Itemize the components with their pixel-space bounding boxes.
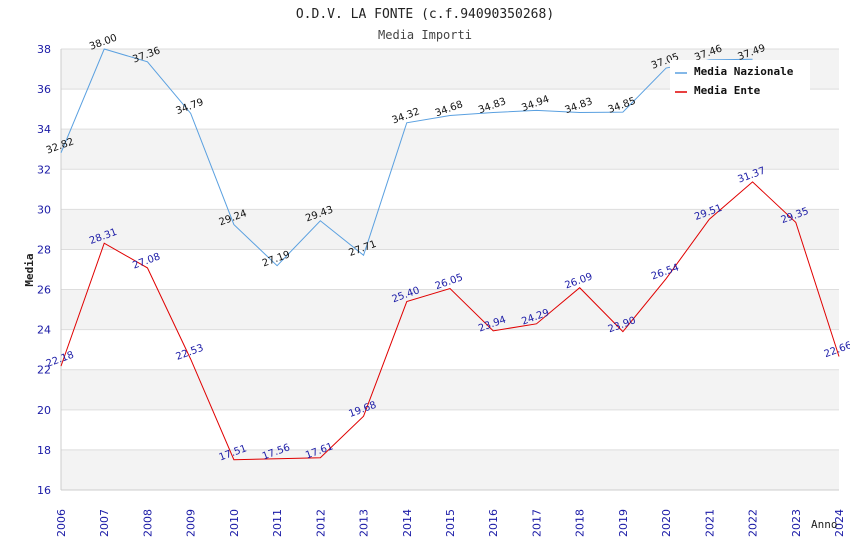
x-tick-label: 2021 [703,509,716,537]
y-axis-ticks: 16 18 20 22 24 26 28 30 32 34 36 38 [37,43,51,497]
legend-background [670,60,810,100]
x-tick-label: 2023 [790,509,803,537]
plot-band [61,329,839,370]
x-axis-label: Anno [811,518,838,531]
y-tick-label: 16 [37,484,51,497]
x-tick-label: 2010 [228,509,241,537]
plot-band [61,449,839,490]
chart-subtitle: Media Importi [378,28,472,42]
plot-background-bands [61,49,839,490]
y-tick-label: 30 [37,203,51,216]
y-tick-label: 28 [37,243,51,256]
y-axis-label: Media [23,253,36,286]
x-tick-label: 2022 [747,509,760,537]
x-tick-label: 2014 [401,509,414,537]
x-axis-ticks: 2006 2007 2008 2009 2010 2011 2012 2013 2014 2015… [55,509,846,537]
x-tick-label: 2024 [833,509,846,537]
x-tick-label: 2017 [530,509,543,537]
x-tick-label: 2015 [444,509,457,537]
x-tick-label: 2008 [141,509,154,537]
y-tick-label: 32 [37,163,51,176]
y-tick-label: 24 [37,324,51,337]
y-tick-label: 20 [37,404,51,417]
plot-band [61,129,839,170]
y-tick-label: 34 [37,123,51,136]
plot-band [61,409,839,450]
y-tick-label: 22 [37,364,51,377]
chart-title: O.D.V. LA FONTE (c.f.94090350268) [296,7,554,22]
legend: Media Nazionale Media Ente [670,60,810,100]
y-tick-label: 26 [37,284,51,297]
legend-label-nazionale: Media Nazionale [694,65,794,78]
x-tick-label: 2018 [574,509,587,537]
axes [60,49,839,491]
x-tick-label: 2016 [487,509,500,537]
plot-band [61,249,839,290]
y-tick-label: 36 [37,83,51,96]
y-tick-label: 18 [37,444,51,457]
x-tick-label: 2011 [271,509,284,537]
legend-label-ente: Media Ente [694,84,761,97]
plot-band [61,369,839,410]
x-tick-label: 2006 [55,509,68,537]
plot-band [61,289,839,330]
series-line-ente [60,181,840,461]
plot-band [61,209,839,250]
x-tick-label: 2020 [660,509,673,537]
x-tick-label: 2009 [185,509,198,537]
series-line-nazionale [60,48,753,267]
x-tick-label: 2019 [617,509,630,537]
x-tick-label: 2012 [314,509,327,537]
series-lines [60,48,840,461]
y-tick-label: 38 [37,43,51,56]
plot-band [61,169,839,210]
x-tick-label: 2007 [98,509,111,537]
x-tick-label: 2013 [358,509,371,537]
